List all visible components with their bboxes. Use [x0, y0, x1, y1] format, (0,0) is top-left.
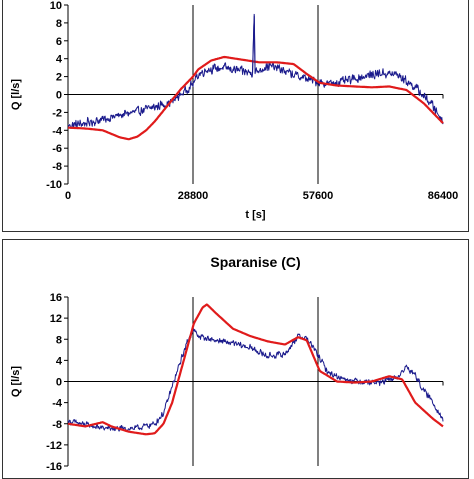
model-series-line: [68, 55, 444, 141]
y-tick-label: 8: [56, 18, 62, 30]
y-tick-label: 10: [50, 0, 62, 12]
top-chart: -10 -8 -6 -4 -2 0 2 4 6 8 10 0 28800 57600 86400 t [s] Q…: [10, 0, 459, 221]
y-tick-label: -10: [46, 179, 62, 191]
y-tick-label: -8: [52, 419, 62, 431]
y-tick-label: -16: [46, 461, 62, 473]
x-axis-title: t [s]: [245, 209, 266, 221]
y-tick-label: -6: [52, 143, 62, 155]
x-tick-label: 28800: [178, 190, 209, 202]
y-tick-label: 0: [56, 90, 62, 102]
y-axis-title: Q [l/s]: [10, 366, 22, 398]
chart-title: Sparanise (C): [210, 254, 300, 270]
bottom-chart-panel: Sparanise (C) -16 -12 -8 -4 0 4 8 12 16 Q [l/s]: [2, 239, 469, 479]
y-tick-label: -8: [52, 161, 62, 173]
y-tick-label: -4: [52, 125, 63, 137]
y-tick-label: 6: [56, 36, 62, 48]
y-tick-label: -2: [52, 107, 62, 119]
y-tick-label: 16: [50, 292, 62, 304]
y-tick-label: 4: [56, 355, 63, 367]
bottom-chart: Sparanise (C) -16 -12 -8 -4 0 4 8 12 16 Q [l/s]: [10, 254, 444, 473]
y-tick-label: 2: [56, 72, 62, 84]
y-axis-title: Q [l/s]: [10, 79, 22, 111]
y-tick-label: 4: [56, 54, 63, 66]
y-tick-label: -12: [46, 440, 62, 452]
y-tick-label: 8: [56, 334, 62, 346]
measured-series-line: [68, 328, 444, 432]
x-tick-label: 57600: [303, 190, 334, 202]
x-tick-label: 0: [65, 190, 71, 202]
y-tick-label: 12: [50, 313, 62, 325]
y-tick-label: 0: [56, 377, 62, 389]
y-tick-label: -4: [52, 398, 63, 410]
measured-series-spike: [251, 13, 256, 74]
model-series-line: [68, 303, 444, 436]
top-chart-panel: -10 -8 -6 -4 -2 0 2 4 6 8 10 0 28800 57600 86400 t [s] Q…: [2, 0, 469, 232]
x-tick-label: 86400: [428, 190, 459, 202]
